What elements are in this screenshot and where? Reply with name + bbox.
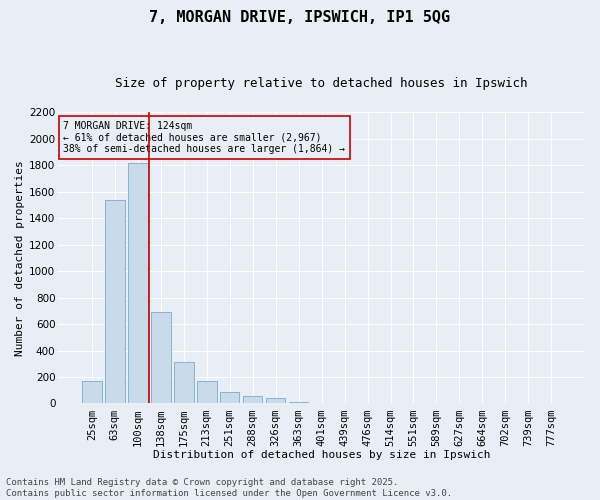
Bar (289, 402, 308, 404)
Text: Contains HM Land Registry data © Crown copyright and database right 2025.
Contai: Contains HM Land Registry data © Crown c… (6, 478, 452, 498)
Title: Size of property relative to detached houses in Ipswich: Size of property relative to detached ho… (115, 78, 528, 90)
X-axis label: Distribution of detached houses by size in Ipswich: Distribution of detached houses by size … (153, 450, 490, 460)
Bar (243, 396, 262, 404)
Bar (312, 403, 331, 404)
Y-axis label: Number of detached properties: Number of detached properties (15, 160, 25, 356)
Text: 7, MORGAN DRIVE, IPSWICH, IP1 5QG: 7, MORGAN DRIVE, IPSWICH, IP1 5QG (149, 10, 451, 25)
Bar (105, 200, 125, 404)
Bar (174, 362, 194, 404)
Bar (220, 392, 239, 404)
Bar (197, 381, 217, 404)
Text: 7 MORGAN DRIVE: 124sqm
← 61% of detached houses are smaller (2,967)
38% of semi-: 7 MORGAN DRIVE: 124sqm ← 61% of detached… (64, 121, 346, 154)
Bar (151, 312, 170, 404)
Bar (266, 398, 286, 404)
Bar (128, 163, 148, 404)
Bar (82, 381, 101, 404)
